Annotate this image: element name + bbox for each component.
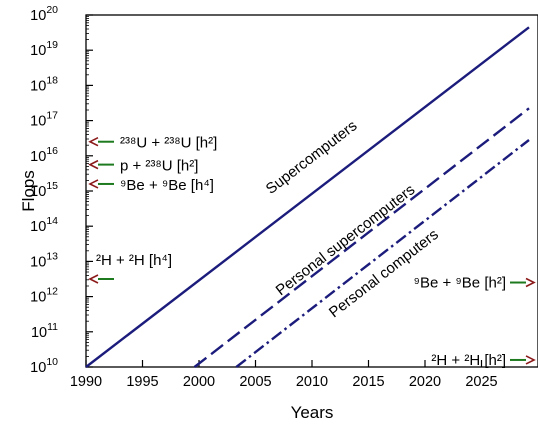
x-tick-label-3: 2005 [239, 374, 271, 390]
ticks: 1990 1995 2000 2005 2010 2015 2020 2025 1010 1011… [30, 4, 497, 390]
y-tick-label-10: 1020 [30, 4, 58, 24]
series-line-1 [193, 107, 530, 368]
annotation-label-4: ⁹Be + ⁹Be [h²] [414, 275, 506, 292]
y-tick-label-0: 1010 [30, 356, 58, 376]
x-tick-label-7: 2025 [465, 374, 497, 390]
annotation-arrow-head-5 [525, 355, 536, 365]
annotation-label-2: ⁹Be + ⁹Be [h⁴] [120, 177, 214, 194]
x-tick-label-4: 2010 [296, 374, 328, 390]
annotation-arrow-head-2 [88, 179, 99, 189]
x-tick-label-0: 1990 [70, 374, 102, 390]
annotation-label-5: ²H + ²H [h²] [431, 352, 506, 369]
annotation-arrow-head-3 [88, 274, 99, 284]
annotation-arrow-head-4 [525, 277, 536, 288]
annotations: ²³⁸U + ²³⁸U [h²] p + ²³⁸U [h²] ⁹Be + ⁹Be [… [88, 135, 536, 369]
annotation-label-1: p + ²³⁸U [h²] [120, 158, 198, 175]
y-tick-label-7: 1017 [30, 110, 58, 130]
annotation-arrow-head-0 [88, 137, 99, 147]
y-tick-label-6: 1016 [30, 145, 58, 165]
x-tick-label-1: 1995 [126, 374, 158, 390]
x-tick-label-6: 2020 [409, 374, 441, 390]
y-tick-label-1: 1011 [31, 321, 58, 341]
series-label-0: Supercomputers [263, 117, 361, 197]
series-lines [85, 26, 530, 368]
annotation-arrow-head-1 [88, 159, 99, 170]
y-tick-label-4: 1014 [30, 215, 58, 235]
y-tick-label-9: 1019 [30, 39, 58, 59]
x-axis-title: Years [291, 403, 334, 422]
y-tick-label-8: 1018 [30, 74, 58, 94]
annotation-label-0: ²³⁸U + ²³⁸U [h²] [120, 135, 217, 152]
series-line-0 [85, 26, 530, 368]
annotation-label-3: ²H + ²H [h⁴] [96, 252, 172, 269]
x-tick-label-2: 2000 [183, 374, 215, 390]
series-line-2 [235, 139, 530, 368]
y-axis-title: Flops [19, 170, 38, 212]
y-tick-label-3: 1013 [30, 250, 58, 270]
y-tick-label-2: 1012 [30, 286, 58, 306]
x-tick-label-5: 2015 [352, 374, 384, 390]
